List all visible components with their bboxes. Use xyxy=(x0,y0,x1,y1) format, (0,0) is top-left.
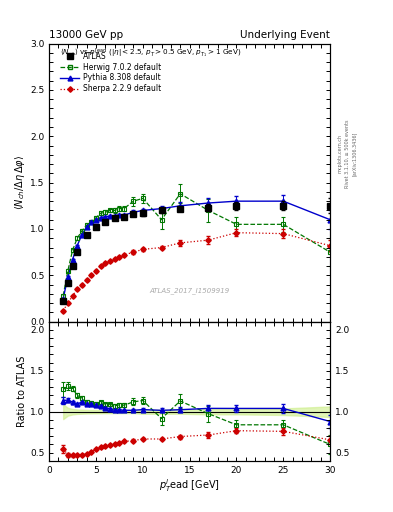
Text: Underlying Event: Underlying Event xyxy=(240,30,330,40)
Y-axis label: Ratio to ATLAS: Ratio to ATLAS xyxy=(17,355,27,427)
Text: $\langle N_{ch}\rangle$ vs $p_T^{\rm lead}$ ($|\eta| < 2.5$, $p_T > 0.5$ GeV, $p: $\langle N_{ch}\rangle$ vs $p_T^{\rm lea… xyxy=(61,46,242,59)
Text: 13000 GeV pp: 13000 GeV pp xyxy=(49,30,123,40)
X-axis label: $p_T^l{\rm ead}$ [GeV]: $p_T^l{\rm ead}$ [GeV] xyxy=(159,477,220,494)
Text: Rivet 3.1.10, ≥ 500k events: Rivet 3.1.10, ≥ 500k events xyxy=(345,119,350,188)
Text: [arXiv:1306.3436]: [arXiv:1306.3436] xyxy=(352,132,357,176)
Text: mcplots.cern.ch: mcplots.cern.ch xyxy=(338,134,343,173)
Y-axis label: $\langle N_{ch} / \Delta\eta\,\Delta\varphi\rangle$: $\langle N_{ch} / \Delta\eta\,\Delta\var… xyxy=(13,155,27,210)
Text: ATLAS_2017_I1509919: ATLAS_2017_I1509919 xyxy=(149,287,230,294)
Legend: ATLAS, Herwig 7.0.2 default, Pythia 8.308 default, Sherpa 2.2.9 default: ATLAS, Herwig 7.0.2 default, Pythia 8.30… xyxy=(59,50,163,95)
